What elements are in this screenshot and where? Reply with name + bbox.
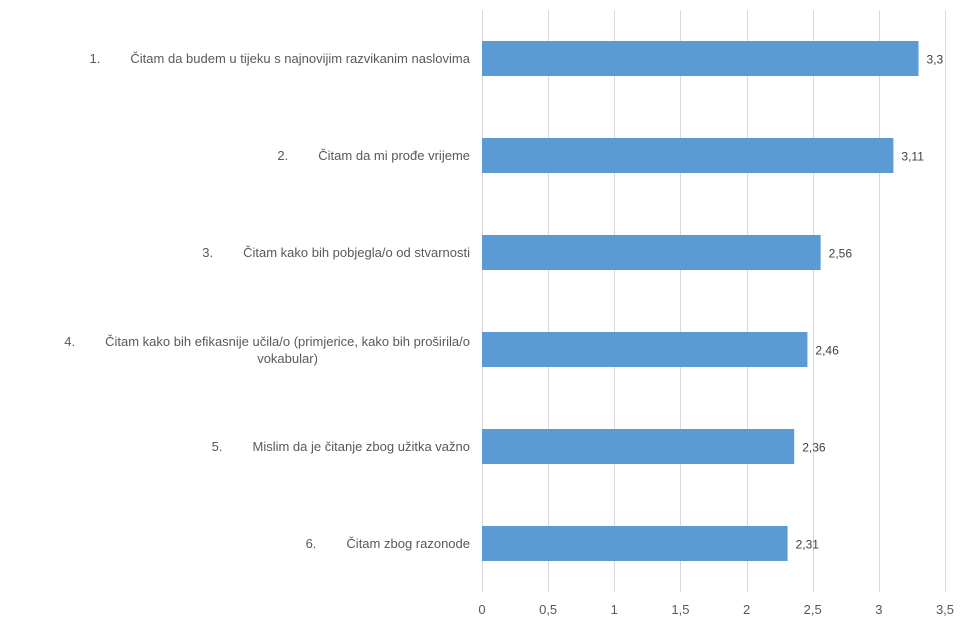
category-label-6: Čitam zbog razonode [346,536,470,551]
category-number-6: 6. [305,536,317,551]
category-number-4: 4. [64,333,76,349]
category-label-5: Mislim da je čitanje zbog užitka važno [252,439,471,454]
bar-4 [482,332,808,367]
bar-value-label: 3,11 [901,150,924,164]
category-label-2: Čitam da mi prođe vrijeme [318,148,470,163]
bar-value-label: 3,3 [927,53,944,67]
category-number-1: 1. [89,51,101,66]
bar-value-label: 2,56 [829,247,853,261]
bar-3 [482,235,821,270]
x-tick-label: 0 [478,602,485,617]
category-label-4: Čitam kako bih efikasnije učila/o (primj… [105,333,470,366]
x-tick-label: 3 [875,602,882,617]
bar-value-label: 2,31 [796,538,820,552]
x-tick-label: 2 [743,602,750,617]
category-label-3: Čitam kako bih pobjegla/o od stvarnosti [243,245,470,260]
category-label-1: Čitam da budem u tijeku s najnovijim raz… [130,51,470,66]
x-tick-label: 2,5 [804,602,822,617]
bar-1 [482,41,919,76]
bar-value-label: 2,46 [815,344,839,358]
bar-6 [482,526,788,561]
bar-value-label: 2,36 [802,441,826,455]
x-tick-label: 0,5 [539,602,557,617]
category-number-2: 2. [277,148,289,163]
x-tick-label: 1,5 [671,602,689,617]
x-tick-label: 1 [611,602,618,617]
category-number-5: 5. [211,439,223,454]
bar-5 [482,429,795,464]
category-number-3: 3. [202,245,214,260]
bar-2 [482,138,894,173]
x-tick-label: 3,5 [936,602,954,617]
